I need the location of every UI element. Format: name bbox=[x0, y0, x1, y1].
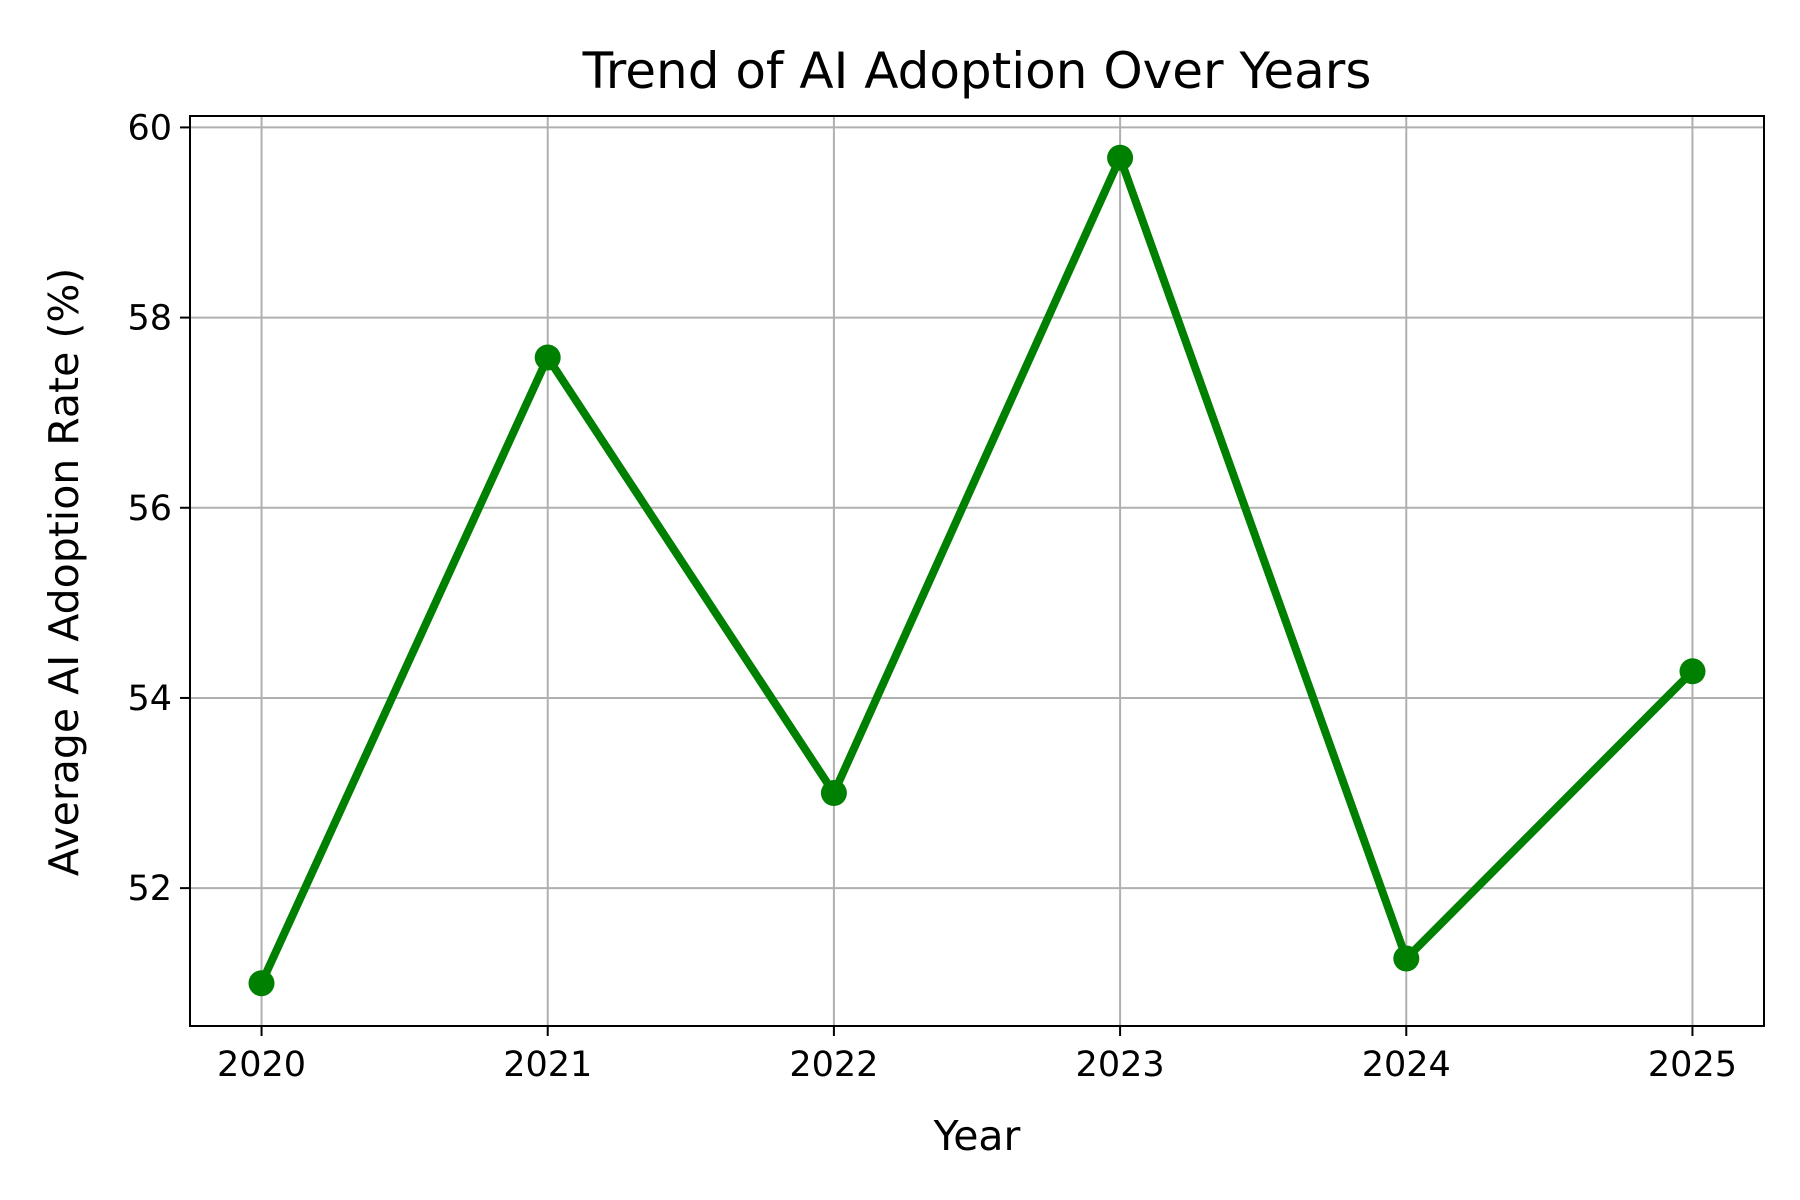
y-tick-label: 58 bbox=[127, 299, 172, 339]
data-point-2024 bbox=[1393, 945, 1420, 972]
y-tick-label: 60 bbox=[127, 108, 172, 148]
y-tick-label: 54 bbox=[127, 679, 172, 719]
grid-lines bbox=[190, 116, 1764, 1026]
x-tick-label: 2023 bbox=[1076, 1045, 1165, 1085]
x-axis-ticks: 2020 2021 2022 2023 2024 2025 bbox=[217, 1026, 1737, 1085]
y-axis-label: Average AI Adoption Rate (%) bbox=[40, 268, 88, 877]
data-point-2025 bbox=[1679, 658, 1706, 685]
y-tick-label: 56 bbox=[127, 489, 172, 529]
data-point-2020 bbox=[248, 970, 275, 997]
series-lines bbox=[257, 153, 1696, 985]
series-line bbox=[257, 153, 1696, 985]
plot-frame bbox=[189, 115, 1765, 1027]
data-point-2023 bbox=[1107, 144, 1134, 171]
chart-title: Trend of AI Adoption Over Years bbox=[582, 42, 1372, 100]
x-axis-label: Year bbox=[933, 1112, 1021, 1160]
data-point-2022 bbox=[820, 780, 847, 806]
data-point-2021 bbox=[534, 344, 561, 371]
x-tick-label: 2022 bbox=[789, 1045, 878, 1085]
y-axis-ticks: 52 54 56 58 60 bbox=[127, 108, 190, 909]
x-tick-label: 2024 bbox=[1362, 1045, 1451, 1085]
x-tick-label: 2021 bbox=[503, 1045, 592, 1085]
x-tick-label: 2020 bbox=[217, 1045, 306, 1085]
series-points bbox=[248, 144, 1706, 997]
y-tick-label: 52 bbox=[127, 869, 172, 909]
x-tick-label: 2025 bbox=[1648, 1045, 1737, 1085]
